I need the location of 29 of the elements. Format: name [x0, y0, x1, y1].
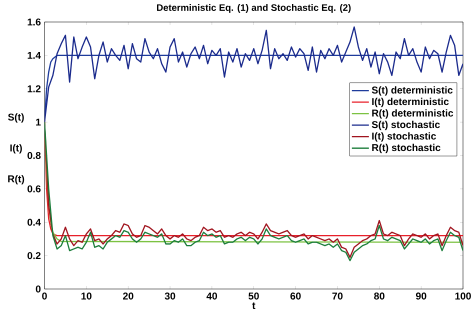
y-tick-label: 0.4	[28, 218, 41, 226]
legend-label: S(t) stochastic	[372, 120, 440, 130]
x-tick-label: 30	[164, 292, 176, 300]
x-tick-label: 40	[206, 292, 218, 300]
legend-label: I(t) stochastic	[372, 132, 436, 142]
legend-label: R(t) deterministic	[372, 109, 454, 119]
x-tick-label: 50	[248, 292, 259, 300]
x-axis-title: t	[252, 302, 256, 310]
y-tick-label: 1.2	[28, 85, 41, 92]
y-tick-label: 1.4	[28, 52, 41, 59]
y-tick-label: 0.6	[28, 185, 41, 192]
x-tick-label: 100	[455, 292, 471, 300]
chart-title: Deterministic Eq. (1) and Stochastic Eq. (2)	[157, 4, 351, 13]
text: S(t) I(t) R(t)	[8, 113, 24, 184]
y-tick-label: 0	[36, 285, 41, 293]
legend-label: S(t) deterministic	[372, 86, 453, 96]
x-tick-label: 10	[81, 292, 92, 300]
x-tick-label: 60	[290, 292, 301, 300]
y-tick-label: 1.6	[28, 18, 41, 26]
y-tick-label: 0.8	[28, 152, 41, 160]
x-tick-label: 20	[123, 292, 134, 300]
x-tick-label: 70	[332, 292, 343, 300]
y-tick-label: 0.2	[28, 252, 41, 260]
x-tick-label: 80	[374, 292, 384, 300]
x-tick-label: 0	[42, 292, 47, 300]
legend-label: I(t) deterministic	[372, 98, 449, 108]
y-tick-label: 1	[36, 118, 41, 126]
legend-label: R(t) stochastic	[372, 144, 440, 154]
x-tick-label: 90	[416, 292, 426, 300]
